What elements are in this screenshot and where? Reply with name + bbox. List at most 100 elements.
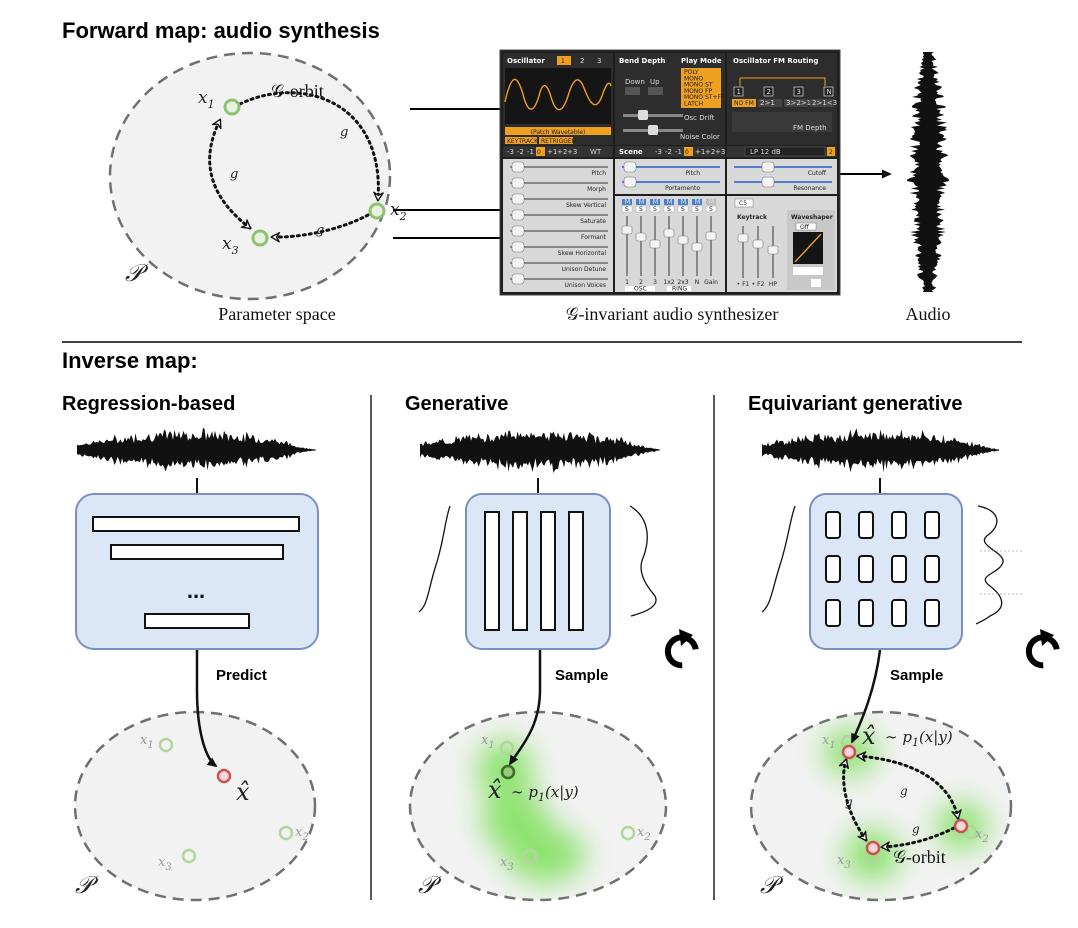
svg-text:N: N [827, 88, 832, 96]
sample-label-equivariant: Sample [890, 667, 943, 684]
panel-title-generative: Generative [405, 393, 508, 415]
svg-text:Resonance: Resonance [793, 185, 826, 192]
svg-text:+2: +2 [557, 148, 567, 156]
svg-text:-1: -1 [675, 148, 682, 156]
inverse-title: Inverse map: [62, 348, 198, 373]
svg-text:Play Mode: Play Mode [681, 57, 722, 65]
synthesizer-panel: Oscillator 1 2 3 (Patch Wavetable) KEYTR… [499, 49, 841, 296]
svg-text:2: 2 [639, 279, 643, 286]
x1-faint-a: x1 [140, 733, 154, 751]
svg-text:+1: +1 [695, 148, 705, 156]
svg-text:MONO FP: MONO FP [684, 88, 712, 95]
svg-text:Cutoff: Cutoff [808, 170, 827, 177]
svg-text:x1: x1 [481, 733, 495, 751]
input-waveform-equivariant [762, 428, 999, 473]
xhat-label-b: x̂ [488, 776, 502, 804]
svg-text:Noise Color: Noise Color [680, 133, 720, 141]
svg-text:Down: Down [625, 78, 645, 86]
x2-label: x2 [390, 200, 407, 223]
svg-text:Formant: Formant [581, 234, 607, 241]
xhat-label-c: x̂ [862, 722, 876, 750]
svg-text:S: S [653, 206, 657, 213]
param-space-regression: x1 x2 x3 x̂ 𝒫 [73, 650, 317, 902]
svg-text:Oscillator FM Routing: Oscillator FM Routing [733, 57, 818, 65]
param-node-x2 [368, 202, 386, 220]
posterior-label-c: ∼ p1(x|y) [885, 728, 953, 749]
svg-text:Off: Off [800, 224, 810, 231]
svg-text:RING: RING [672, 286, 687, 293]
svg-text:𝒫: 𝒫 [418, 871, 442, 899]
posterior-label-b: ∼ p1(x|y) [511, 783, 579, 804]
svg-text:1: 1 [625, 279, 629, 286]
svg-text:S: S [639, 206, 643, 213]
svg-text:Saturate: Saturate [580, 218, 606, 225]
svg-text:M: M [639, 198, 645, 206]
svg-text:WT: WT [590, 148, 602, 156]
svg-text:M: M [625, 198, 631, 206]
svg-text:Unison Voices: Unison Voices [565, 282, 606, 289]
svg-text:S: S [695, 206, 699, 213]
svg-text:g: g [900, 784, 908, 798]
forward-title: Forward map: audio synthesis [62, 18, 380, 43]
svg-text:-3: -3 [507, 148, 514, 156]
x3-faint-a: x3 [158, 855, 172, 873]
svg-text:g: g [912, 822, 920, 836]
svg-text:MONO: MONO [684, 75, 703, 82]
svg-text:S: S [667, 206, 671, 213]
svg-text:Scene: Scene [619, 148, 643, 156]
svg-text:-2: -2 [517, 148, 524, 156]
svg-text:S: S [681, 206, 685, 213]
svg-text:1: 1 [737, 88, 741, 96]
panel-title-regression: Regression-based [62, 393, 235, 415]
svg-text:2>1: 2>1 [760, 99, 775, 107]
svg-text:MONO ST+FP: MONO ST+FP [684, 94, 725, 101]
svg-text:+1: +1 [547, 148, 557, 156]
svg-text:• F1: • F1 [737, 281, 750, 288]
svg-text:POLY: POLY [684, 69, 699, 76]
x1-label: x1 [198, 88, 215, 111]
svg-text:2: 2 [767, 88, 771, 96]
svg-text:Gain: Gain [704, 279, 718, 286]
svg-text:Keytrack: Keytrack [737, 214, 768, 221]
svg-text:M: M [709, 198, 715, 206]
predict-label: Predict [216, 667, 267, 684]
svg-text:0: 0 [537, 149, 541, 156]
svg-text:x3: x3 [837, 853, 851, 871]
svg-text:3: 3 [797, 88, 801, 96]
svg-text:HP: HP [769, 281, 778, 288]
svg-text:Morph: Morph [587, 186, 606, 193]
svg-text:-1: -1 [527, 148, 534, 156]
svg-text:g: g [845, 795, 853, 809]
svg-text:0: 0 [685, 149, 689, 156]
svg-text:C5: C5 [739, 200, 747, 207]
svg-text:3: 3 [597, 57, 601, 65]
orbit-label-c: 𝒢-orbit [893, 847, 946, 867]
svg-text:LATCH: LATCH [684, 101, 703, 108]
refresh-icon [664, 629, 699, 669]
svg-text:3>2>1: 3>2>1 [786, 99, 811, 107]
svg-text:x2: x2 [637, 825, 651, 843]
orbit-arrow-2-3 [270, 213, 370, 243]
svg-text:Portamento: Portamento [665, 185, 700, 192]
input-waveform-generative [420, 430, 660, 474]
svg-text:• F2: • F2 [752, 281, 765, 288]
equivariant-network [761, 493, 1022, 650]
svg-text:LP 12 dB: LP 12 dB [750, 148, 781, 156]
svg-text:FM Depth: FM Depth [793, 124, 827, 132]
svg-text:S: S [625, 206, 629, 213]
svg-text:KEYTRACK: KEYTRACK [507, 138, 539, 145]
refresh-icon [1025, 629, 1060, 669]
input-distribution-curve [418, 505, 451, 613]
svg-text:2: 2 [829, 149, 833, 156]
svg-text:Skew Horizontal: Skew Horizontal [558, 250, 607, 257]
svg-text:RETRIGGER: RETRIGGER [541, 138, 576, 145]
svg-text:Oscillator: Oscillator [507, 57, 545, 65]
svg-text:Osc Drift: Osc Drift [684, 114, 715, 122]
audio-waveform [907, 52, 949, 292]
svg-text:2x3: 2x3 [677, 279, 688, 286]
svg-text:1x2: 1x2 [663, 279, 674, 286]
audio-label: Audio [906, 304, 951, 324]
svg-text:Skew Vertical: Skew Vertical [566, 202, 606, 209]
svg-text:NO FM: NO FM [734, 100, 754, 107]
svg-text:+3: +3 [715, 148, 725, 156]
